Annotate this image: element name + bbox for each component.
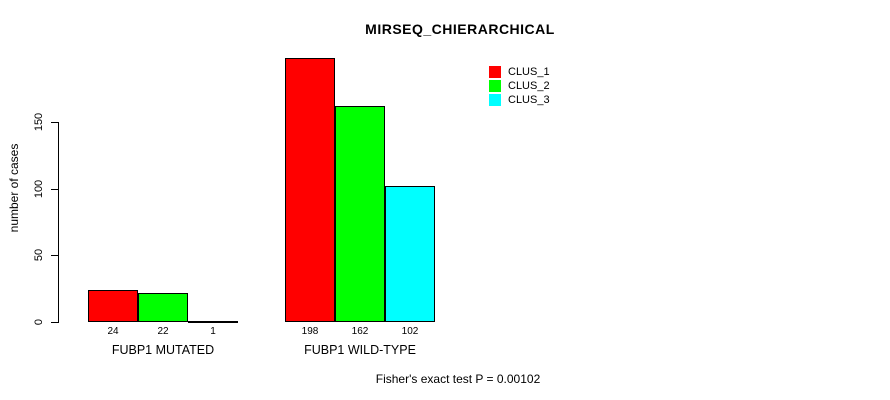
annotation-text: Fisher's exact test P = 0.00102 [375, 372, 541, 386]
legend-label: CLUS_2 [508, 80, 550, 92]
legend: CLUS_1 CLUS_2 CLUS_3 [489, 65, 550, 107]
legend-item-clus_2: CLUS_2 [489, 79, 550, 93]
legend-swatch-icon [489, 80, 501, 92]
legend-item-clus_1: CLUS_1 [489, 65, 550, 79]
bar-value-label: 198 [301, 326, 319, 337]
legend-item-clus_3: CLUS_3 [489, 93, 550, 107]
y-axis-tick-label: 50 [33, 248, 45, 262]
y-axis-label: number of cases [7, 143, 21, 233]
category-label: FUBP1 WILD-TYPE [304, 343, 416, 357]
y-axis-tick [51, 122, 58, 123]
y-axis-tick [51, 322, 58, 323]
bar-value-label: 162 [351, 326, 369, 337]
bar-clus_1-group1 [88, 290, 138, 322]
bar-clus_3-group1 [188, 320, 238, 323]
y-axis-tick [51, 189, 58, 190]
bar-clus_1-group2 [285, 58, 335, 322]
bar-clus_3-group2 [385, 186, 435, 322]
y-axis-tick-label: 0 [33, 318, 45, 326]
bar-value-label: 24 [107, 326, 119, 337]
bar-value-label: 102 [401, 326, 419, 337]
chart-title: MIRSEQ_CHIERARCHICAL [365, 21, 555, 37]
legend-label: CLUS_3 [508, 94, 550, 106]
y-axis-tick [51, 255, 58, 256]
legend-label: CLUS_1 [508, 66, 550, 78]
legend-swatch-icon [489, 94, 501, 106]
bar-clus_2-group1 [138, 292, 188, 322]
y-axis-tick-label: 150 [33, 112, 45, 132]
legend-swatch-icon [489, 66, 501, 78]
y-axis-tick-label: 100 [33, 179, 45, 199]
bar-value-label: 22 [157, 326, 169, 337]
bar-clus_2-group2 [335, 106, 385, 322]
category-label: FUBP1 MUTATED [111, 343, 215, 357]
bar-value-label: 1 [210, 326, 216, 337]
y-axis-line [58, 122, 59, 323]
